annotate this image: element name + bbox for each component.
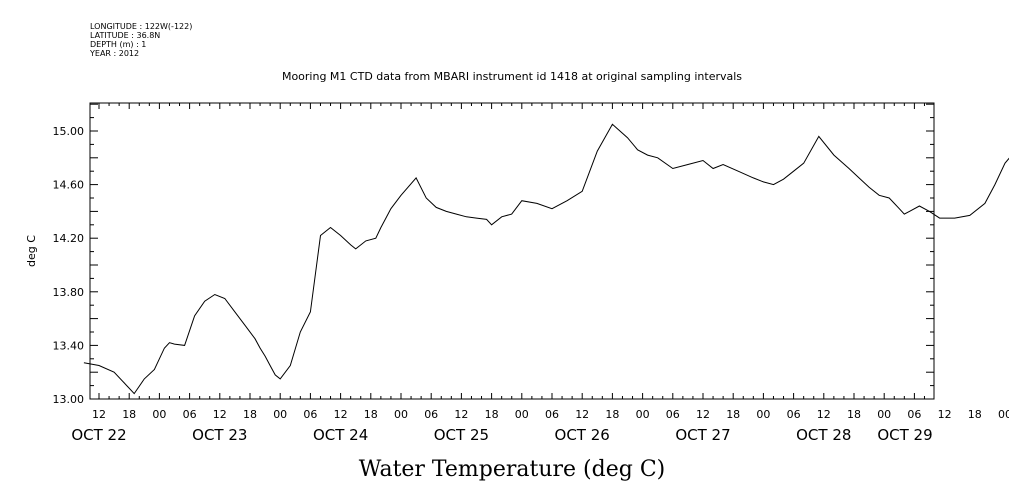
x-date-label: OCT 23 [192,426,247,444]
year-label: YEAR : 2012 [90,49,140,58]
x-tick-label: 00 [394,408,408,421]
y-tick-label: 13.00 [53,393,85,406]
depth-label: DEPTH (m) : 1 [90,40,147,49]
x-date-label: OCT 26 [555,426,610,444]
y-tick-label: 14.60 [53,179,85,192]
x-date-labels: OCT 22 OCT 23 OCT 24 OCT 25 OCT 26 OCT 27 OCT … [71,426,932,444]
x-tick-label: 00 [152,408,166,421]
x-tick-label: 18 [726,408,740,421]
x-tick-label: 12 [334,408,348,421]
plot-frame [89,102,935,400]
chart-title: Mooring M1 CTD data from MBARI instrumen… [282,70,742,83]
y-tick-label: 13.80 [53,286,85,299]
x-tick-label: 12 [575,408,589,421]
x-tick-label: 06 [183,408,197,421]
x-tick-label: 12 [213,408,227,421]
x-tick-label: 12 [696,408,710,421]
x-date-label: OCT 28 [796,426,851,444]
y-tick-label: 13.40 [53,339,85,352]
x-tick-label: 18 [243,408,257,421]
metadata-block: LONGITUDE : 122W(-122) LATITUDE : 36.8N … [90,22,192,58]
x-date-label: OCT 29 [877,426,932,444]
latitude-label: LATITUDE : 36.8N [90,31,161,40]
x-tick-label: 00 [515,408,529,421]
x-tick-label: 06 [303,408,317,421]
x-tick-label: 00 [998,408,1009,421]
x-tick-label: 18 [364,408,378,421]
x-tick-label: 06 [787,408,801,421]
x-tick-label: 18 [122,408,136,421]
temperature-series-line [83,123,1009,395]
x-tick-label: 12 [454,408,468,421]
footer-title: Water Temperature (deg C) [359,457,666,482]
x-tick-label: 00 [273,408,287,421]
x-tick-label: 18 [605,408,619,421]
x-tick-label: 00 [636,408,650,421]
y-axis-label: deg C [25,235,38,267]
x-tick-label: 18 [485,408,499,421]
x-tick-label: 18 [968,408,982,421]
x-tick-label: 12 [817,408,831,421]
x-tick-labels: 12 18 00 06 12 18 00 06 12 18 00 06 12 18 00 06 12 18 00 06… [92,408,1009,421]
x-tick-label: 00 [756,408,770,421]
x-date-label: OCT 27 [675,426,730,444]
x-tick-label: 06 [545,408,559,421]
y-tick-label: 15.00 [53,125,85,138]
x-tick-label: 06 [666,408,680,421]
x-tick-label: 12 [938,408,952,421]
y-tick-labels: 13.00 13.40 13.80 14.20 14.60 15.00 [53,125,85,406]
x-tick-label: 00 [877,408,891,421]
longitude-label: LONGITUDE : 122W(-122) [90,22,193,31]
x-date-label: OCT 22 [71,426,126,444]
axis-ticks [90,103,934,400]
x-tick-label: 18 [847,408,861,421]
x-tick-label: 12 [92,408,106,421]
x-tick-label: 06 [907,408,921,421]
x-date-label: OCT 25 [434,426,489,444]
x-tick-label: 06 [424,408,438,421]
x-date-label: OCT 24 [313,426,368,444]
y-tick-label: 14.20 [53,232,85,245]
